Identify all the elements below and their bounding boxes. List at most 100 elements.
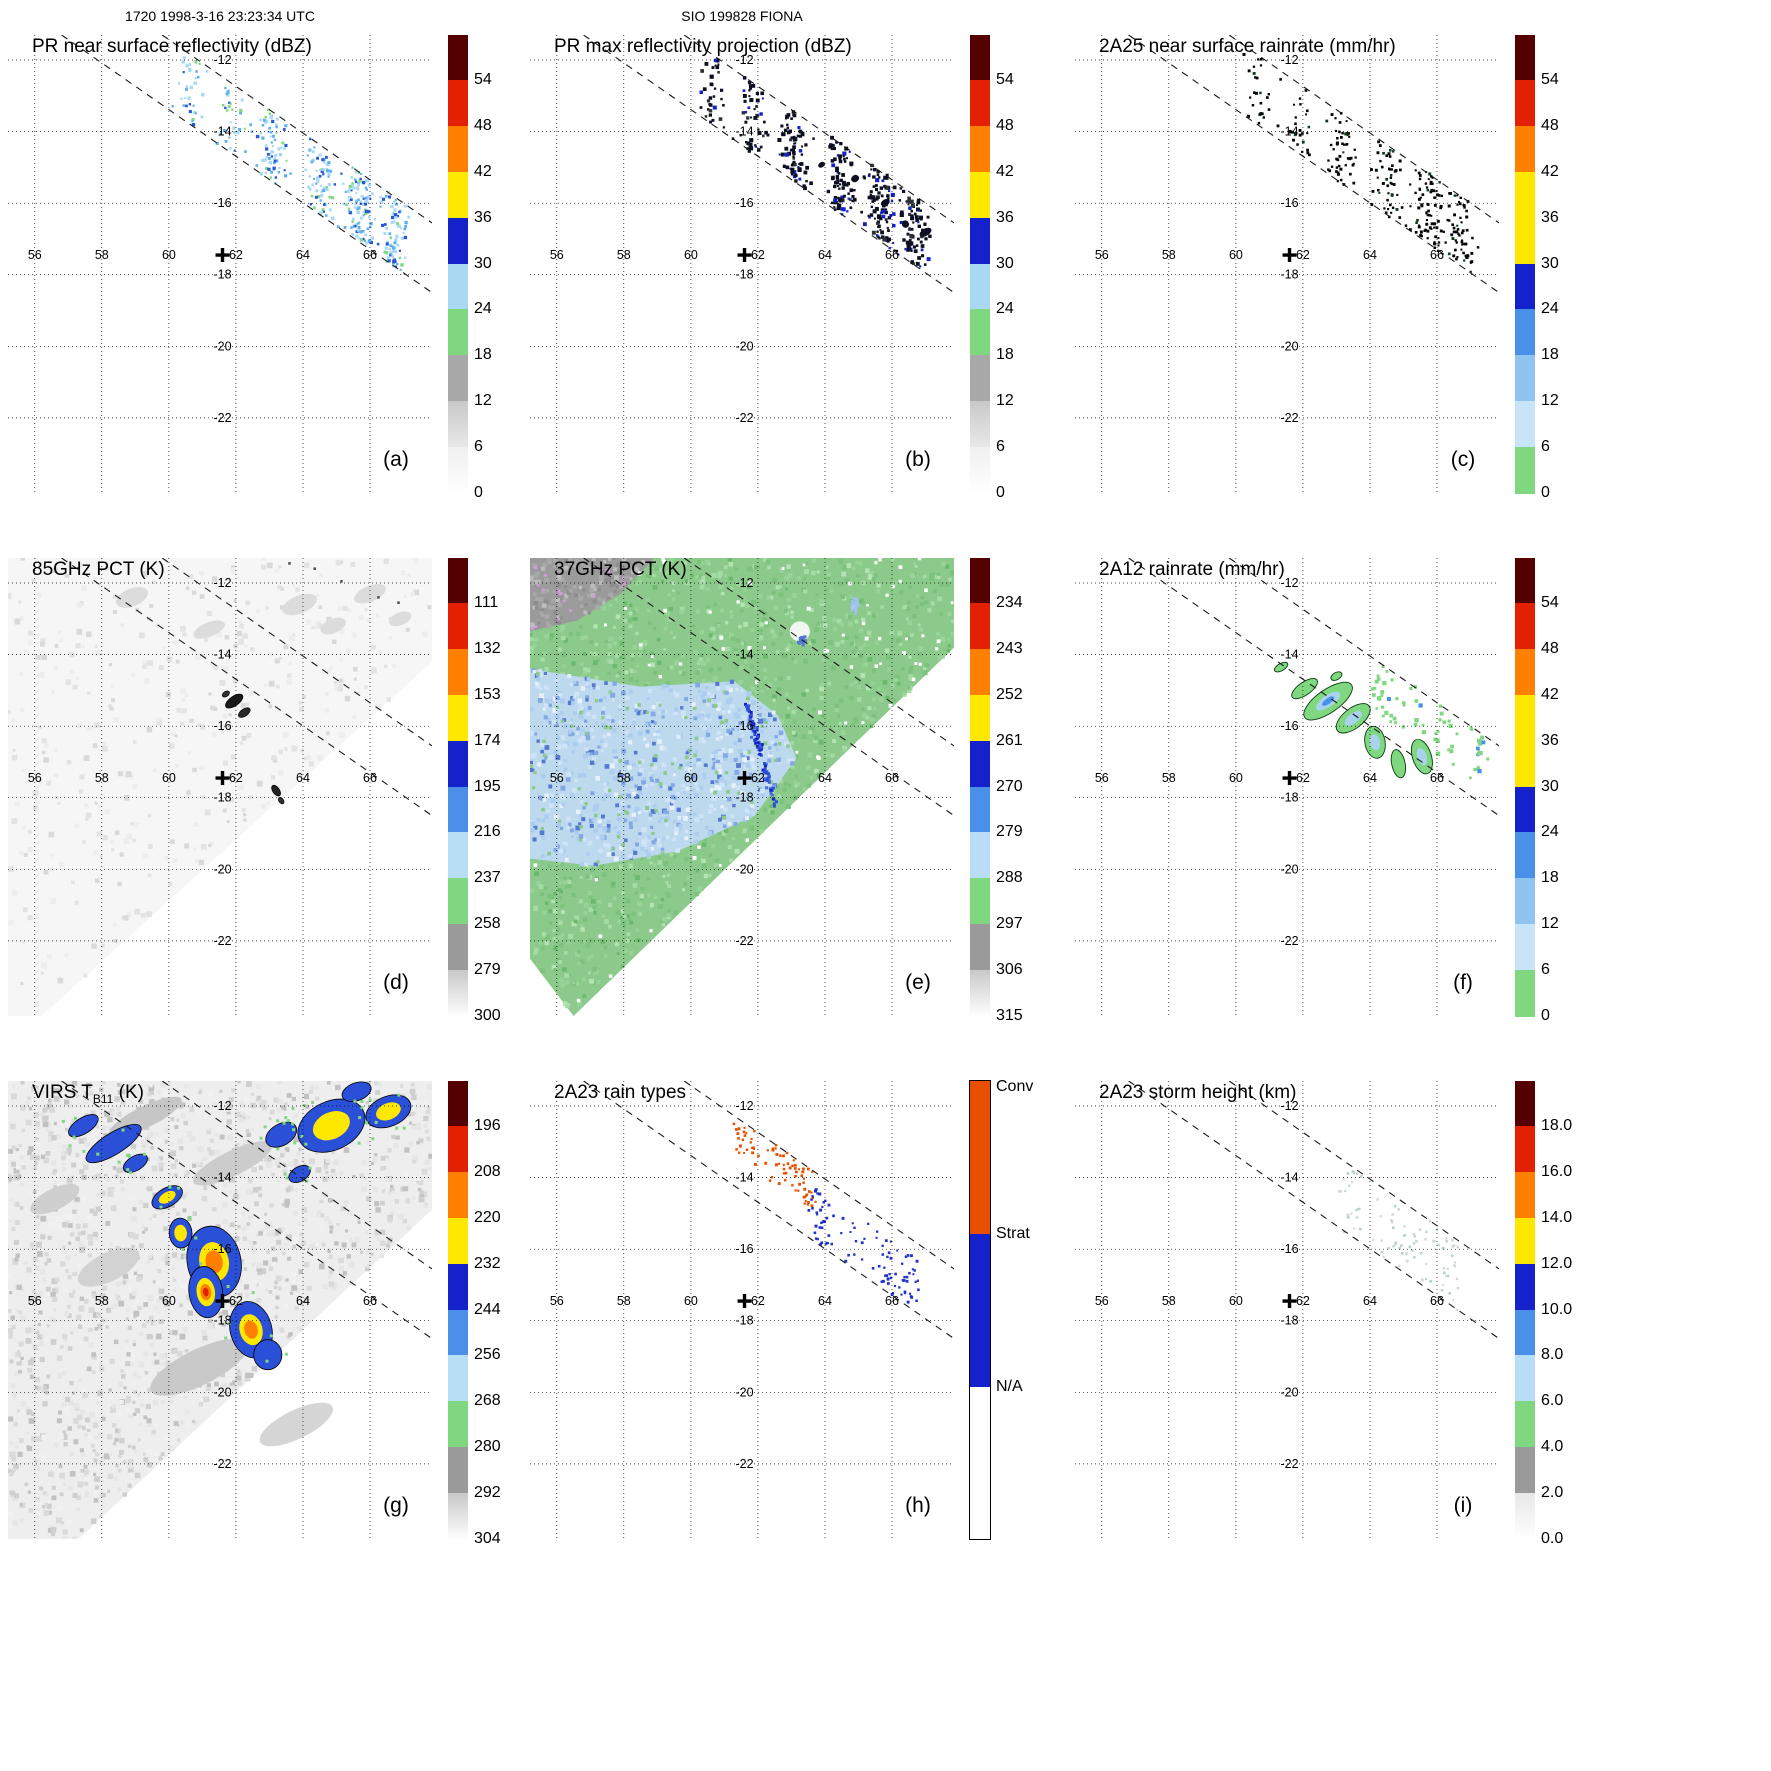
panel-2a23-rain-types: 56 58 60 62 64 66 -12 -14 -16 -18 -20 -22 2A23 rain… bbox=[530, 1076, 1045, 1598]
colorbar bbox=[448, 558, 468, 1017]
lon-tick-label: 62 bbox=[1296, 771, 1310, 785]
lon-tick-label: 58 bbox=[1162, 248, 1176, 262]
colorbar-tick-label: 36 bbox=[996, 208, 1014, 226]
lon-tick-label: 64 bbox=[1363, 1294, 1377, 1308]
lon-tick-label: 62 bbox=[229, 771, 243, 785]
colorbar bbox=[970, 558, 990, 1017]
lon-tick-label: 58 bbox=[95, 248, 109, 262]
colorbar-tick-label: Strat bbox=[996, 1225, 1030, 1242]
colorbar-tick-label: 0 bbox=[1541, 1007, 1550, 1024]
map-data-layer bbox=[732, 1122, 920, 1304]
colorbar-tick-labels: 18.0 16.0 14.0 12.0 10.0 8.0 6.0 4.0 2.0 0.0 bbox=[1541, 1081, 1593, 1547]
panel-title: 2A12 rainrate (mm/hr) bbox=[1099, 559, 1285, 580]
grid-lines bbox=[1075, 558, 1499, 1016]
lon-tick-label: 62 bbox=[229, 1294, 243, 1308]
colorbar-tick-label: 16.0 bbox=[1541, 1162, 1573, 1180]
colorbar-cap-segment bbox=[448, 1081, 468, 1126]
colorbar-segment bbox=[970, 786, 990, 834]
panel-letter-label: (i) bbox=[1453, 1494, 1473, 1517]
map-canvas-i: 56 58 60 62 64 66 -12 -14 -16 -18 -20 -22 bbox=[1075, 1081, 1499, 1539]
colorbar-tick-label: 261 bbox=[996, 731, 1023, 749]
lat-tick-label: -14 bbox=[1280, 648, 1298, 662]
axis-tick-labels: 56 58 60 62 64 66 -12 -14 -16 -18 -20 -22 bbox=[28, 1099, 377, 1471]
storm-center-marker bbox=[737, 248, 752, 263]
colorbar-segment bbox=[1515, 1355, 1535, 1403]
colorbar-tick-label: 30 bbox=[1541, 254, 1559, 272]
lat-tick-label: -16 bbox=[1280, 719, 1298, 733]
panel-title-subscript: B11 bbox=[92, 1091, 114, 1106]
colorbar-tick-label: 36 bbox=[474, 208, 492, 226]
grid-lines bbox=[530, 35, 954, 493]
panel-2a12-rainrate: 56 58 60 62 64 66 -12 -14 -16 -18 -20 -22 2A12 rain… bbox=[1075, 553, 1590, 1075]
colorbar-tick-label: 6.0 bbox=[1541, 1392, 1564, 1410]
colorbar-segment bbox=[448, 217, 468, 265]
lat-tick-label: -18 bbox=[1280, 1314, 1298, 1328]
colorbar-tick-labels: 234 243 252 261 270 279 288 297 306 315 bbox=[996, 558, 1048, 1024]
grid-lines bbox=[8, 558, 432, 1016]
colorbar-cap-segment bbox=[1515, 35, 1535, 80]
colorbar-segment bbox=[448, 1355, 468, 1403]
colorbar-segment bbox=[970, 924, 990, 971]
colorbar-cap-segment bbox=[1515, 1081, 1535, 1126]
lon-tick-label: 60 bbox=[1229, 248, 1243, 262]
axis-tick-labels: 56 58 60 62 64 66 -12 -14 -16 -18 -20 -22 bbox=[1095, 576, 1444, 948]
colorbar-tick-label: Conv bbox=[996, 1078, 1034, 1095]
lon-tick-label: 60 bbox=[684, 248, 698, 262]
map-canvas-h: 56 58 60 62 64 66 -12 -14 -16 -18 -20 -22 bbox=[530, 1081, 954, 1539]
colorbar-tick-label: 306 bbox=[996, 961, 1023, 979]
storm-center-marker bbox=[1282, 1294, 1297, 1309]
colorbar-tick-label: 14.0 bbox=[1541, 1208, 1573, 1226]
colorbar-tick-label: 195 bbox=[474, 777, 501, 795]
colorbar-segment bbox=[448, 1217, 468, 1265]
colorbar-tick-label: 153 bbox=[474, 685, 501, 703]
colorbar-tick-label: 24 bbox=[1541, 823, 1559, 841]
colorbar-tick-label: 268 bbox=[474, 1392, 501, 1410]
colorbar-tick-label: 48 bbox=[996, 116, 1014, 134]
lon-tick-label: 58 bbox=[95, 771, 109, 785]
colorbar-segment bbox=[970, 447, 990, 494]
colorbar-segment bbox=[448, 447, 468, 494]
colorbar-segment bbox=[448, 171, 468, 219]
lat-tick-label: -16 bbox=[213, 719, 231, 733]
lon-tick-label: 66 bbox=[1430, 1294, 1444, 1308]
colorbar-segment bbox=[1515, 217, 1535, 265]
map-canvas-c: 56 58 60 62 64 66 -12 -14 -16 -18 -20 -22 bbox=[1075, 35, 1499, 493]
colorbar-tick-label: 30 bbox=[1541, 777, 1559, 795]
lat-tick-label: -18 bbox=[213, 1314, 231, 1328]
panel-letter-label: (d) bbox=[383, 971, 409, 994]
colorbar-cap-segment bbox=[448, 35, 468, 80]
colorbar-tick-label: 234 bbox=[996, 594, 1023, 611]
lon-tick-label: 66 bbox=[885, 771, 899, 785]
colorbar-tick-labels: Conv Strat N/A bbox=[996, 1078, 1048, 1539]
colorbar bbox=[1515, 35, 1535, 494]
colorbar-tick-label: 12.0 bbox=[1541, 1254, 1573, 1272]
colorbar-tick-label: 279 bbox=[996, 823, 1023, 841]
lon-tick-label: 60 bbox=[1229, 771, 1243, 785]
axis-tick-labels: 56 58 60 62 64 66 -12 -14 -16 -18 -20 -22 bbox=[1095, 53, 1444, 425]
panel-title: 2A23 storm height (km) bbox=[1099, 1082, 1297, 1103]
map-data-layer bbox=[1273, 661, 1490, 780]
lat-tick-label: -20 bbox=[1280, 1385, 1298, 1399]
lon-tick-label: 60 bbox=[162, 1294, 176, 1308]
swath-edge-lines bbox=[1128, 558, 1499, 817]
lat-tick-label: -12 bbox=[735, 1099, 753, 1113]
colorbar-segment bbox=[448, 80, 468, 127]
axis-tick-labels: 56 58 60 62 64 66 -12 -14 -16 -18 -20 -22 bbox=[1095, 1099, 1444, 1471]
lon-tick-label: 64 bbox=[818, 248, 832, 262]
colorbar-segment bbox=[1515, 1171, 1535, 1219]
colorbar-segment bbox=[448, 1493, 468, 1540]
colorbar bbox=[448, 35, 468, 494]
colorbar-segment bbox=[448, 924, 468, 971]
lon-tick-label: 60 bbox=[684, 771, 698, 785]
lat-tick-label: -22 bbox=[1280, 411, 1298, 425]
axis-tick-labels: 56 58 60 62 64 66 -12 -14 -16 -18 -20 -22 bbox=[28, 53, 377, 425]
panel-letter-label: (a) bbox=[383, 448, 409, 471]
lat-tick-label: -12 bbox=[735, 576, 753, 590]
colorbar-tick-label: 18 bbox=[1541, 346, 1559, 364]
lat-tick-label: -16 bbox=[213, 1242, 231, 1256]
colorbar bbox=[1515, 558, 1535, 1017]
lon-tick-label: 56 bbox=[1095, 771, 1109, 785]
panel-2a25-near-surface-rainrate: 56 58 60 62 64 66 -12 -14 -16 -18 -20 -22 2A25 near… bbox=[1075, 30, 1590, 552]
colorbar-tick-label: 24 bbox=[474, 300, 492, 318]
lat-tick-label: -16 bbox=[735, 719, 753, 733]
